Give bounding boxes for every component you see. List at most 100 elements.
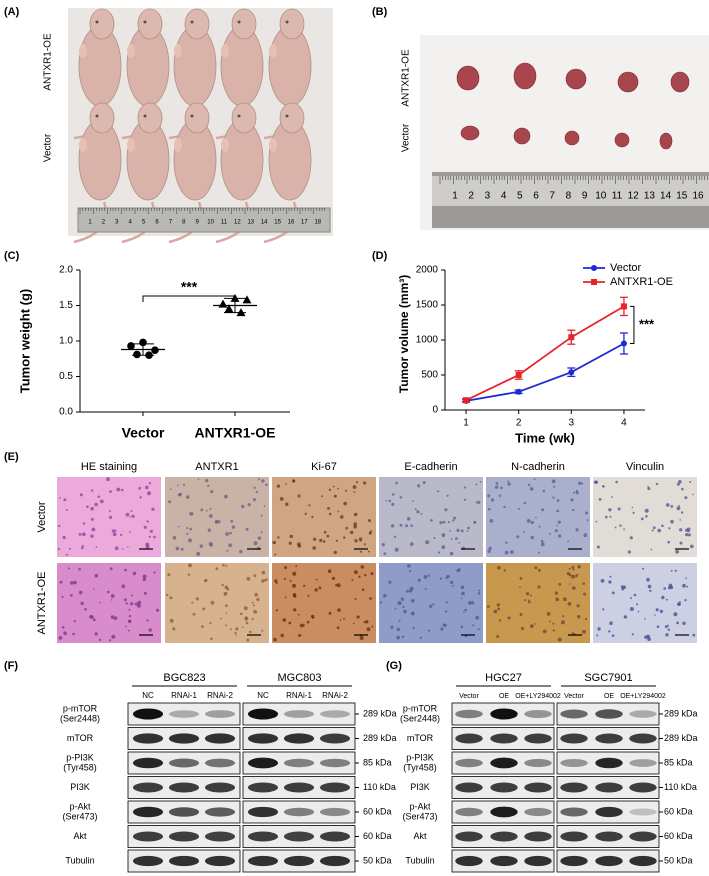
nucleus — [466, 530, 469, 532]
nucleus — [289, 534, 293, 539]
mouse-paw — [79, 138, 87, 152]
y-axis-label: Tumor volume (mm³) — [397, 275, 411, 393]
ruler-number: 2 — [102, 220, 106, 226]
band — [204, 733, 236, 744]
tumor — [565, 68, 587, 90]
ruler-number: 10 — [207, 220, 214, 226]
panel-label: (D) — [372, 250, 388, 262]
nucleus — [409, 586, 414, 591]
group-label: HGC27 — [485, 672, 522, 684]
stain-image — [486, 477, 590, 557]
nucleus — [692, 493, 694, 496]
y-tick-label: 0 — [432, 405, 438, 416]
nucleus — [439, 521, 443, 525]
band — [455, 855, 483, 867]
nucleus — [244, 616, 249, 621]
nucleus — [108, 510, 111, 512]
nucleus — [106, 477, 110, 482]
nucleus — [478, 589, 481, 592]
band — [168, 710, 200, 718]
nucleus — [209, 543, 213, 547]
nucleus — [631, 633, 634, 636]
x-axis-label: Time (wk) — [515, 430, 575, 445]
nucleus — [186, 527, 188, 529]
band — [595, 855, 623, 867]
nucleus — [361, 588, 365, 591]
nucleus — [364, 574, 367, 577]
nucleus — [261, 579, 265, 583]
nucleus — [201, 625, 204, 628]
nucleus — [327, 569, 332, 573]
nucleus — [63, 631, 67, 635]
nucleus — [608, 630, 611, 633]
nucleus — [265, 483, 268, 487]
nucleus — [419, 636, 422, 640]
nucleus — [340, 515, 344, 519]
band — [319, 855, 351, 867]
nucleus — [503, 505, 506, 509]
nucleus — [407, 564, 411, 568]
nucleus — [403, 609, 407, 614]
mouse-head — [279, 8, 305, 40]
band — [595, 782, 623, 793]
nucleus — [235, 634, 237, 636]
nucleus — [449, 551, 454, 556]
nucleus — [336, 583, 341, 588]
protein-label: p-PI3K — [66, 752, 94, 762]
nucleus — [666, 624, 669, 628]
nucleus — [284, 566, 288, 570]
mouse-paw — [174, 138, 182, 152]
nucleus — [399, 496, 403, 499]
nucleus — [263, 505, 266, 508]
nucleus — [444, 508, 448, 512]
nucleus — [353, 512, 358, 517]
nucleus — [629, 607, 634, 611]
protein-label: (Tyr458) — [63, 762, 97, 772]
nucleus — [390, 524, 395, 528]
size-label: 60 kDa — [363, 831, 392, 841]
band — [595, 757, 623, 769]
ruler-number: 14 — [660, 191, 672, 202]
nucleus — [337, 487, 339, 490]
nucleus — [277, 536, 280, 539]
significance-bracket — [629, 305, 635, 344]
nucleus — [555, 597, 560, 602]
tumor — [513, 62, 537, 90]
nucleus — [110, 615, 115, 619]
nucleus — [318, 586, 322, 590]
nucleus — [328, 611, 332, 615]
nucleus — [451, 538, 453, 540]
ruler-number: 15 — [274, 220, 281, 226]
nucleus — [553, 485, 556, 488]
nucleus — [585, 511, 588, 515]
nucleus — [223, 593, 226, 596]
nucleus — [567, 540, 569, 543]
nucleus — [517, 507, 520, 510]
nucleus — [225, 624, 228, 627]
nucleus — [224, 585, 229, 590]
nucleus — [240, 612, 243, 616]
size-label: 289 kDa — [363, 733, 397, 743]
nucleus — [261, 479, 265, 483]
nucleus — [303, 584, 306, 587]
nucleus — [608, 580, 612, 584]
nucleus — [180, 547, 184, 551]
nucleus — [557, 520, 561, 524]
nucleus — [137, 600, 142, 605]
nucleus — [78, 533, 82, 536]
nucleus — [646, 577, 650, 582]
nucleus — [95, 546, 98, 548]
nucleus — [369, 597, 372, 600]
stain-background — [165, 477, 269, 557]
nucleus — [147, 491, 151, 496]
nucleus — [328, 512, 332, 516]
nucleus — [659, 609, 664, 614]
nucleus — [297, 494, 301, 498]
nucleus — [92, 618, 96, 622]
nucleus — [503, 569, 506, 572]
nucleus — [537, 585, 541, 589]
nucleus — [690, 544, 694, 549]
row-label: Vector — [43, 133, 54, 162]
nucleus — [57, 547, 61, 551]
nucleus — [449, 529, 452, 532]
